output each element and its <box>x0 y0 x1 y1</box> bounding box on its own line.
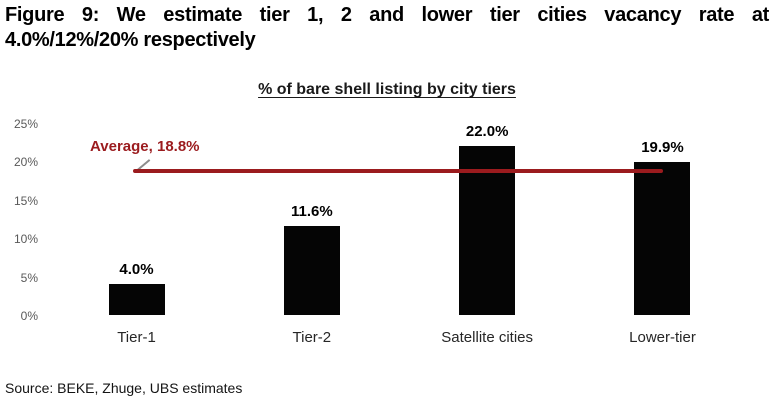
average-label: Average, 18.8% <box>90 138 200 155</box>
y-axis-tick-label: 25% <box>13 117 38 131</box>
x-axis-category-label: Lower-tier <box>629 329 696 346</box>
figure-title-line1: Figure 9: We estimate tier 1, 2 and lowe… <box>5 4 769 26</box>
bar-lower-tier <box>634 162 691 315</box>
figure-title-line2: 4.0%/12%/20% respectively <box>5 29 256 51</box>
bar-value-label: 11.6% <box>290 202 333 220</box>
y-axis-tick-label: 5% <box>20 270 38 285</box>
source-note: Source: BEKE, Zhuge, UBS estimates <box>5 380 243 396</box>
bar-value-label: 4.0% <box>119 261 154 279</box>
chart-title: % of bare shell listing by city tiers <box>258 81 516 98</box>
bar-tier-2 <box>283 225 340 315</box>
y-axis-tick-label: 15% <box>13 193 38 208</box>
y-axis-tick-label: 0% <box>20 309 38 323</box>
y-axis-tick-label: 10% <box>13 232 38 247</box>
x-axis-category-label: Tier-2 <box>292 329 332 346</box>
average-line <box>133 169 663 173</box>
bar-value-label: 19.9% <box>641 139 684 157</box>
figure-title: Figure 9: We estimate tier 1, 2 and lowe… <box>5 3 769 53</box>
x-axis-category-label: Tier-1 <box>117 329 156 346</box>
x-axis-category-label: Satellite cities <box>441 329 534 346</box>
bar-value-label: 22.0% <box>465 123 509 141</box>
bar-tier-1 <box>108 284 165 315</box>
bar-satellite-cities <box>459 146 516 315</box>
y-axis-tick-label: 20% <box>13 155 38 170</box>
